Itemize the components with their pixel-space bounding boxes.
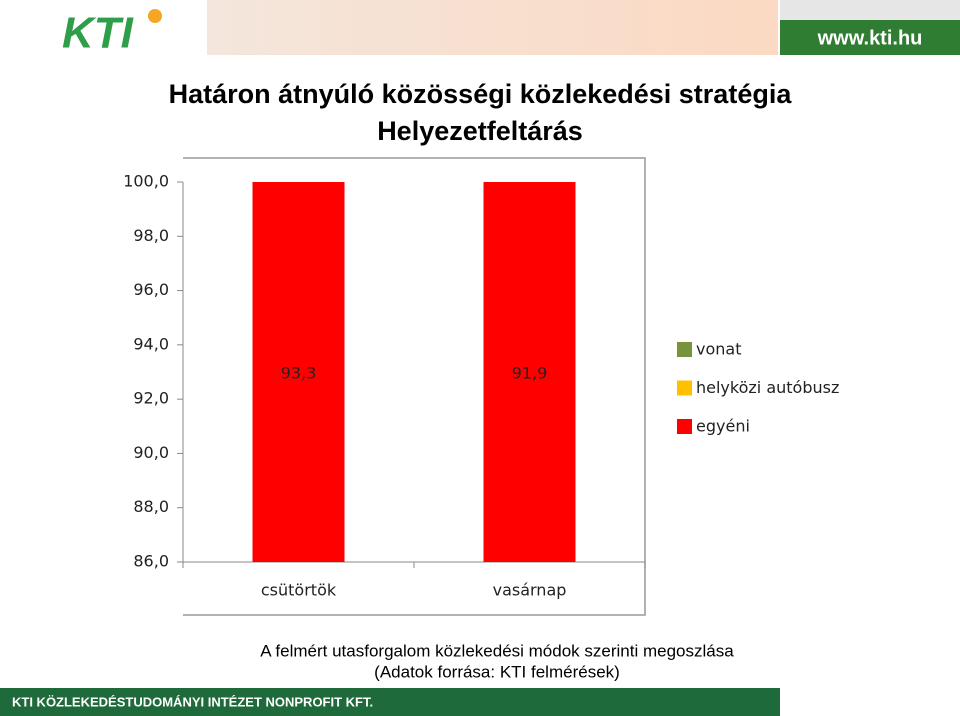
url-box [780,20,960,55]
y-tick-label: 92,0 [133,389,169,408]
logo-dot [148,9,162,23]
y-tick-label: 96,0 [133,280,169,299]
caption: (Adatok forrása: KTI felmérések) [374,662,620,681]
chart-border [183,157,646,616]
title: Határon átnyúló közösségi közlekedési st… [169,79,793,109]
header-strip [780,0,960,20]
y-tick-label: 86,0 [133,552,169,571]
y-tick-label: 94,0 [133,334,169,353]
legend-swatch [677,342,692,357]
bar-segment [252,182,345,562]
subtitle: Helyezetfeltárás [377,116,583,146]
y-tick-label: 88,0 [133,497,169,516]
x-tick-label: csütörtök [261,581,337,600]
legend-label: helyközi autóbusz [696,378,839,397]
legend-label: vonat [696,340,741,359]
caption: A felmért utasforgalom közlekedési módok… [260,641,734,660]
url: www.kti.hu [817,27,923,49]
legend-label: egyéni [696,417,750,436]
x-tick-label: vasárnap [493,581,567,600]
footer-band [0,688,780,716]
footer: KTI KÖZLEKEDÉSTUDOMÁNYI INTÉZET NONPROFI… [12,694,373,709]
legend-swatch [677,380,692,396]
legend-swatch [677,419,692,434]
data-label: 93,3 [281,364,317,383]
bar-segment [483,182,576,562]
y-tick-label: 100,0 [123,172,169,191]
y-tick-label: 90,0 [133,443,169,462]
y-tick-label: 98,0 [133,226,169,245]
logo: KTI [62,9,134,58]
header-band [207,0,778,55]
data-label: 91,9 [512,364,548,383]
